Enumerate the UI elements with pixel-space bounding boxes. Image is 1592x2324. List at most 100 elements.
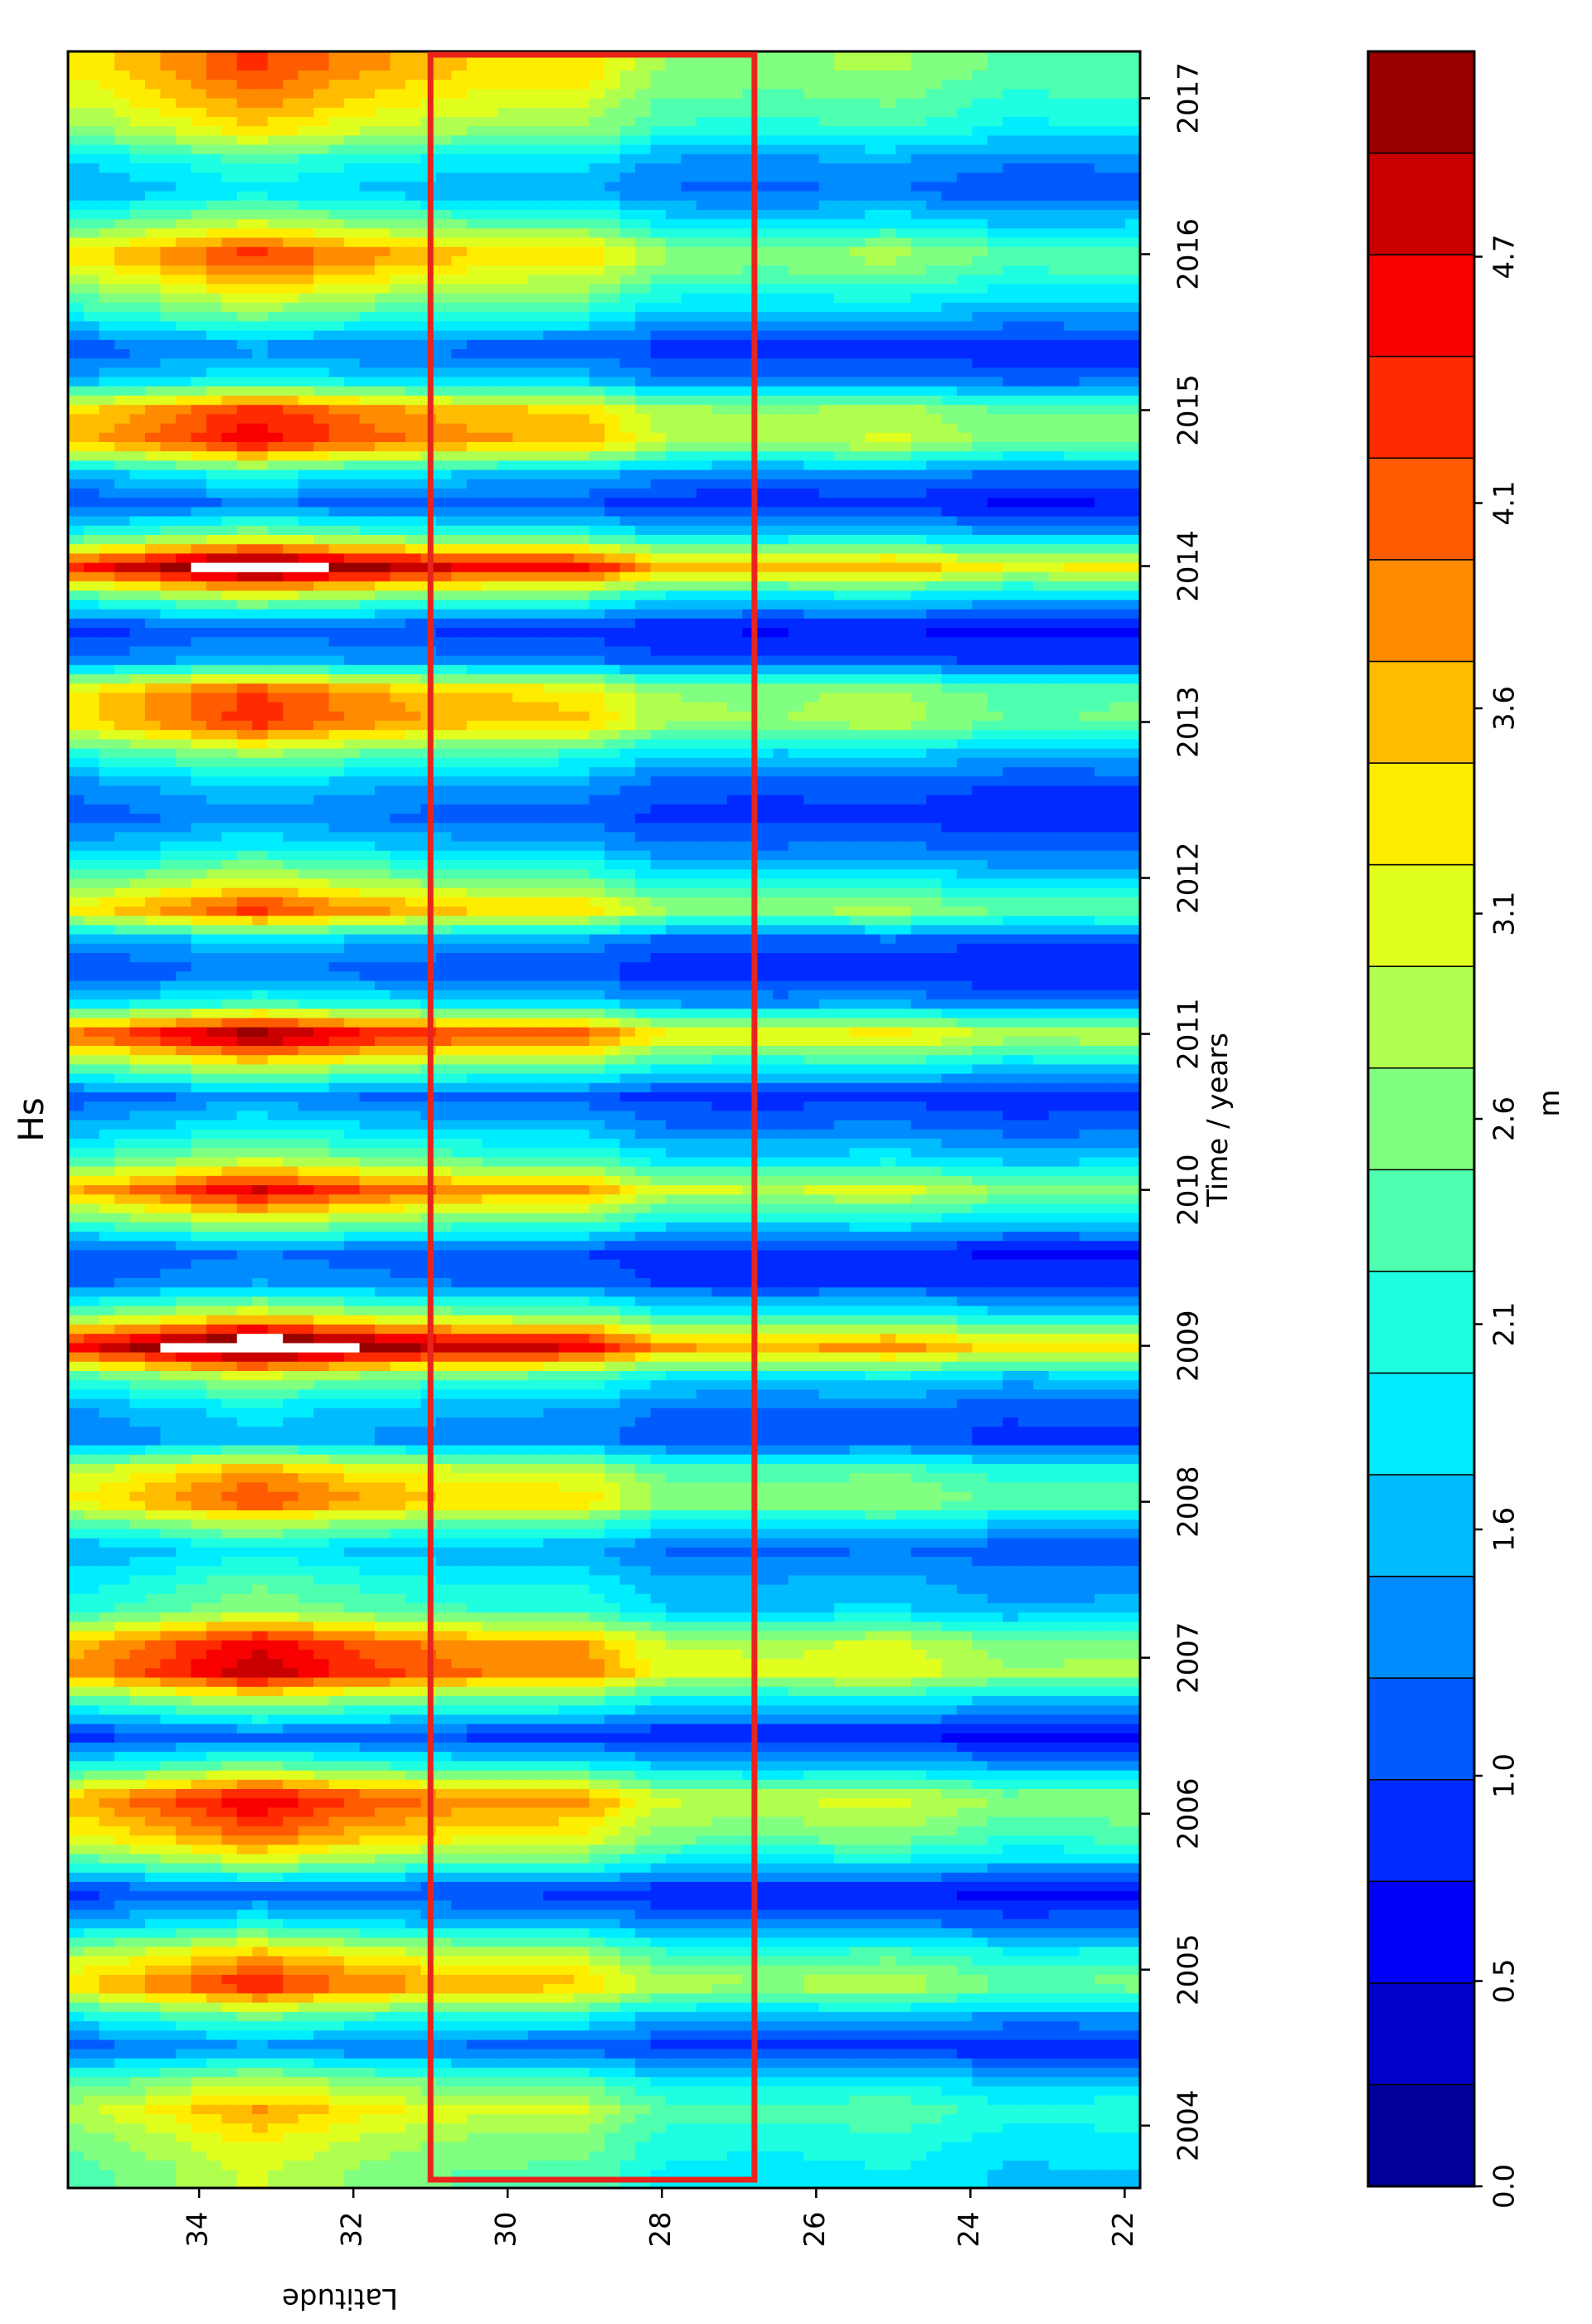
- heatmap-cell: [803, 1853, 819, 1864]
- heatmap-cell: [98, 1658, 115, 1669]
- heatmap-cell: [497, 1565, 513, 1576]
- heatmap-cell: [328, 1974, 345, 1985]
- heatmap-cell: [298, 1853, 314, 1864]
- heatmap-cell: [1124, 2039, 1141, 2049]
- heatmap-cell: [1002, 1881, 1018, 1892]
- heatmap-cell: [971, 1779, 988, 1789]
- heatmap-cell: [833, 1612, 850, 1622]
- heatmap-cell: [864, 1806, 881, 1817]
- heatmap-cell: [527, 1704, 544, 1715]
- heatmap-cell: [1094, 1992, 1110, 2003]
- heatmap-cell: [711, 1946, 727, 1957]
- heatmap-cell: [1032, 1863, 1049, 1873]
- heatmap-cell: [818, 1918, 835, 1928]
- heatmap-cell: [833, 1881, 850, 1892]
- heatmap-cell: [573, 1640, 590, 1650]
- heatmap-cell: [803, 1806, 819, 1817]
- heatmap-cell: [864, 1565, 881, 1576]
- heatmap-cell: [435, 1612, 452, 1622]
- heatmap-cell: [236, 2076, 253, 2087]
- heatmap-cell: [98, 1844, 115, 1855]
- heatmap-cell: [649, 2160, 666, 2171]
- heatmap-cell: [680, 1779, 696, 1789]
- heatmap-cell: [1094, 2076, 1110, 2087]
- heatmap-cell: [83, 1890, 100, 1901]
- heatmap-cell: [190, 1928, 206, 1938]
- heatmap-cell: [987, 2151, 1003, 2161]
- heatmap-cell: [298, 1677, 314, 1687]
- heatmap-cell: [833, 2011, 850, 2021]
- heatmap-cell: [757, 2113, 774, 2124]
- heatmap-cell: [680, 2160, 696, 2171]
- heatmap-cell: [1124, 1872, 1141, 1882]
- heatmap-cell: [313, 2049, 329, 2059]
- heatmap-cell: [343, 2030, 360, 2040]
- heatmap-cell: [328, 1547, 345, 1557]
- heatmap-cell: [129, 1631, 145, 1641]
- heatmap-cell: [589, 2095, 605, 2105]
- heatmap-cell: [114, 2122, 130, 2133]
- heatmap-cell: [741, 1602, 758, 1613]
- heatmap-cell: [634, 1844, 651, 1855]
- heatmap-cell: [527, 1658, 544, 1669]
- heatmap-cell: [221, 1547, 237, 1557]
- heatmap-cell: [711, 1714, 727, 1724]
- heatmap-cell: [435, 2076, 452, 2087]
- heatmap-cell: [68, 1890, 85, 1901]
- heatmap-cell: [251, 1835, 268, 1845]
- heatmap-cell: [558, 1881, 575, 1892]
- heatmap-cell: [512, 2067, 528, 2078]
- heatmap-cell: [298, 1779, 314, 1789]
- heatmap-cell: [879, 1872, 896, 1882]
- heatmap-cell: [114, 1928, 130, 1938]
- heatmap-cell: [925, 2067, 942, 2078]
- heatmap-cell: [512, 2151, 528, 2161]
- heatmap-cell: [649, 1974, 666, 1985]
- heatmap-cell: [1017, 1881, 1034, 1892]
- heatmap-cell: [144, 1528, 161, 1539]
- heatmap-cell: [267, 1751, 284, 1762]
- heatmap-cell: [159, 1667, 176, 1678]
- heatmap-cell: [1048, 2160, 1065, 2171]
- heatmap-cell: [634, 2104, 651, 2114]
- heatmap-cell: [833, 1640, 850, 1650]
- heatmap-cell: [864, 2076, 881, 2087]
- heatmap-cell: [512, 1631, 528, 1641]
- heatmap-cell: [358, 1844, 376, 1855]
- heatmap-cell: [68, 2011, 85, 2021]
- heatmap-cell: [649, 2058, 666, 2068]
- heatmap-cell: [711, 2039, 727, 2049]
- heatmap-cell: [405, 2020, 421, 2031]
- heatmap-cell: [1017, 1556, 1034, 1567]
- heatmap-cell: [83, 1538, 100, 1548]
- heatmap-cell: [542, 1704, 559, 1715]
- heatmap-cell: [680, 1918, 696, 1928]
- heatmap-cell: [328, 1714, 345, 1724]
- heatmap-cell: [757, 1649, 774, 1660]
- heatmap-cell: [1002, 1909, 1018, 1919]
- heatmap-cell: [129, 1816, 145, 1826]
- heatmap-cell: [450, 2039, 467, 2049]
- heatmap-cell: [358, 1621, 376, 1631]
- heatmap-cell: [696, 2085, 712, 2096]
- heatmap-cell: [987, 1909, 1003, 1919]
- heatmap-cell: [282, 1742, 298, 1753]
- heatmap-cell: [389, 2030, 405, 2040]
- heatmap-cell: [190, 1565, 206, 1576]
- heatmap-cell: [895, 1946, 911, 1957]
- heatmap-cell: [313, 1909, 329, 1919]
- heatmap-cell: [83, 1965, 100, 1975]
- heatmap-cell: [343, 1649, 360, 1660]
- heatmap-cell: [374, 1631, 391, 1641]
- heatmap-cell: [971, 1863, 988, 1873]
- heatmap-cell: [450, 2002, 467, 2012]
- heatmap-cell: [129, 1724, 145, 1733]
- heatmap-cell: [741, 1704, 758, 1715]
- heatmap-cell: [741, 1918, 758, 1928]
- heatmap-cell: [1032, 1602, 1049, 1613]
- heatmap-cell: [818, 2132, 835, 2142]
- heatmap-cell: [98, 1751, 115, 1762]
- heatmap-cell: [634, 2002, 651, 2012]
- heatmap-cell: [83, 1992, 100, 2003]
- heatmap-cell: [772, 1667, 789, 1678]
